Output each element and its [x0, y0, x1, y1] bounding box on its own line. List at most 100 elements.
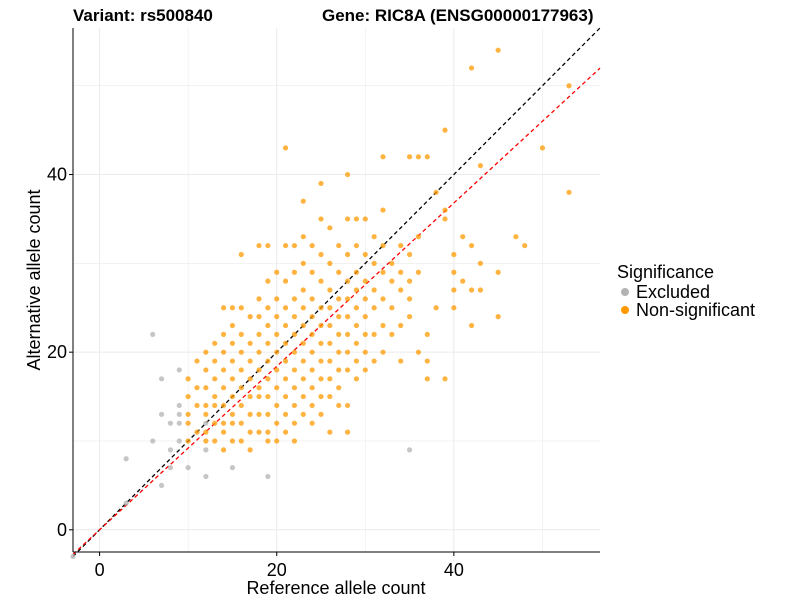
- data-points: [70, 47, 572, 560]
- non-significant-point: [282, 242, 289, 249]
- non-significant-point: [398, 358, 404, 364]
- non-significant-point: [220, 429, 227, 435]
- non-significant-point: [203, 367, 209, 373]
- non-significant-point: [220, 447, 227, 453]
- non-significant-point: [238, 438, 244, 444]
- non-significant-point: [238, 331, 244, 338]
- non-significant-point: [468, 242, 475, 249]
- fit-reference-line: [72, 67, 601, 555]
- non-significant-point: [291, 296, 298, 302]
- non-significant-point: [415, 269, 422, 275]
- non-significant-point: [389, 278, 395, 284]
- non-significant-point: [247, 411, 253, 417]
- non-significant-point: [318, 251, 324, 258]
- non-significant-point: [274, 349, 280, 355]
- non-significant-point: [247, 314, 253, 320]
- non-significant-point: [327, 340, 333, 346]
- non-significant-point: [309, 314, 315, 320]
- non-significant-point: [451, 305, 457, 311]
- non-significant-point: [468, 322, 475, 329]
- non-significant-point: [380, 154, 386, 160]
- non-significant-point: [300, 393, 306, 400]
- identity-reference-line: [72, 27, 601, 557]
- non-significant-point: [344, 296, 351, 302]
- excluded-point: [203, 473, 209, 480]
- non-significant-point: [344, 216, 351, 222]
- non-significant-point: [371, 305, 377, 311]
- non-significant-point: [327, 376, 333, 382]
- non-significant-point: [300, 322, 306, 329]
- non-significant-point: [362, 331, 368, 338]
- non-significant-point: [353, 269, 360, 275]
- non-significant-point: [353, 242, 360, 249]
- non-significant-point: [247, 429, 253, 435]
- excluded-point: [265, 473, 271, 480]
- grid: [73, 28, 600, 552]
- non-significant-point: [415, 234, 422, 240]
- non-significant-point: [212, 438, 218, 444]
- non-significant-point: [318, 278, 324, 284]
- non-significant-point: [433, 305, 439, 311]
- non-significant-point: [318, 393, 324, 400]
- non-significant-point: [256, 349, 262, 355]
- chart-title-gene: Gene: RIC8A (ENSG00000177963): [322, 6, 594, 25]
- x-tick-label: 40: [444, 560, 464, 580]
- non-significant-point: [220, 402, 227, 409]
- non-significant-point: [495, 47, 501, 53]
- non-significant-point: [309, 420, 315, 426]
- non-significant-point: [274, 314, 280, 320]
- non-significant-point: [344, 314, 351, 320]
- non-significant-point: [194, 358, 200, 364]
- non-significant-point: [300, 260, 306, 266]
- non-significant-point: [398, 322, 404, 329]
- non-significant-point: [203, 429, 209, 435]
- non-significant-point: [212, 376, 218, 382]
- non-significant-point: [300, 287, 306, 293]
- non-significant-point: [318, 305, 324, 311]
- non-significant-point: [318, 340, 324, 346]
- non-significant-point: [238, 385, 244, 391]
- non-significant-point: [300, 198, 306, 204]
- non-significant-point: [238, 251, 244, 258]
- non-significant-point: [282, 393, 289, 400]
- y-tick-label: 40: [47, 165, 67, 185]
- excluded-point: [70, 553, 76, 560]
- non-significant-point: [212, 420, 218, 426]
- non-significant-point: [256, 242, 262, 249]
- non-significant-point: [336, 242, 342, 249]
- non-significant-point: [477, 287, 484, 293]
- non-significant-point: [318, 216, 324, 222]
- non-significant-point: [353, 358, 360, 364]
- non-significant-point: [291, 269, 298, 275]
- non-significant-point: [424, 376, 430, 382]
- non-significant-point: [344, 251, 351, 258]
- non-significant-point: [265, 429, 271, 435]
- non-significant-point: [291, 331, 298, 338]
- non-significant-point: [300, 340, 306, 346]
- non-significant-point: [380, 242, 386, 249]
- excluded-point: [167, 447, 174, 453]
- non-significant-point: [318, 322, 324, 329]
- non-significant-point: [424, 154, 430, 160]
- non-significant-point: [220, 305, 227, 311]
- non-significant-point: [185, 376, 191, 382]
- non-significant-point: [274, 438, 280, 444]
- non-significant-point: [282, 340, 289, 346]
- non-significant-point: [371, 358, 377, 364]
- non-significant-point: [451, 269, 457, 275]
- excluded-point: [176, 438, 182, 444]
- non-significant-point: [265, 305, 271, 311]
- non-significant-point: [460, 234, 466, 240]
- non-significant-point: [362, 367, 368, 373]
- legend-key-non-significant: [621, 306, 629, 314]
- legend-label-non-significant: Non-significant: [636, 300, 755, 320]
- non-significant-point: [344, 278, 351, 284]
- non-significant-point: [220, 420, 227, 426]
- non-significant-point: [353, 216, 360, 222]
- non-significant-point: [274, 296, 280, 302]
- non-significant-point: [477, 163, 484, 169]
- non-significant-point: [256, 367, 262, 373]
- non-significant-point: [406, 251, 413, 258]
- non-significant-point: [274, 367, 280, 373]
